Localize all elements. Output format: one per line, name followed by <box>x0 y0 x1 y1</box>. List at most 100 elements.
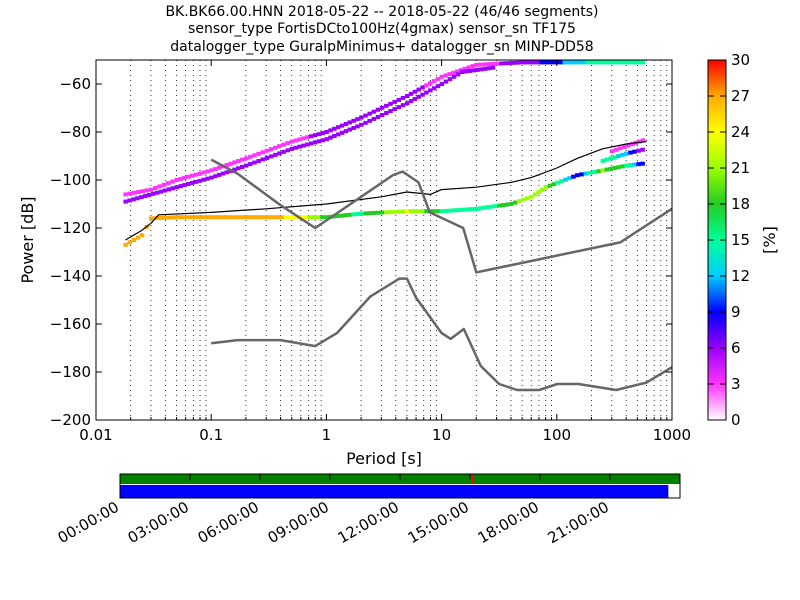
density-cell <box>248 162 253 167</box>
density-cell <box>320 131 326 136</box>
density-cell <box>209 215 214 220</box>
density-cell <box>424 90 429 95</box>
density-cell <box>170 215 175 220</box>
density-cell <box>384 111 389 116</box>
density-cell <box>232 215 238 220</box>
density-cell <box>216 172 222 177</box>
density-cell <box>508 202 514 206</box>
density-cell <box>592 170 597 174</box>
density-cell <box>236 159 241 164</box>
density-cell <box>550 60 556 65</box>
density-cell <box>307 215 312 220</box>
density-cell <box>577 60 583 65</box>
density-cell <box>308 134 314 139</box>
density-cell <box>562 60 568 65</box>
density-cell <box>375 114 381 119</box>
density-cell <box>540 187 545 192</box>
density-cell <box>531 60 537 65</box>
density-cell <box>431 79 437 84</box>
density-cell <box>324 215 329 220</box>
density-cell <box>486 62 492 67</box>
density-cell <box>571 174 576 179</box>
density-cell <box>135 235 141 240</box>
density-cell <box>624 151 629 156</box>
density-cell <box>412 96 418 101</box>
density-cell <box>379 105 385 110</box>
coverage-timeline: 00:00:00 03:00:00 06:00:00 09:00:00 12:00:00… <box>55 473 681 547</box>
density-cell <box>400 209 406 214</box>
density-cell <box>335 214 341 218</box>
density-cell <box>640 161 645 166</box>
density-cell <box>252 153 257 158</box>
density-cell <box>547 60 552 65</box>
density-cell <box>359 211 364 216</box>
density-cell <box>232 167 237 172</box>
density-cell <box>264 155 270 160</box>
density-cell <box>248 215 253 220</box>
density-cell <box>359 115 364 120</box>
density-cell <box>379 112 385 117</box>
density-cell <box>347 127 353 132</box>
density-cell <box>189 173 195 178</box>
density-cell <box>412 89 418 94</box>
density-cell <box>224 215 230 220</box>
x-tick-label: 1000 <box>653 426 691 444</box>
density-cell <box>616 60 622 65</box>
plot-background <box>96 60 672 420</box>
density-cell <box>521 197 526 202</box>
density-cell <box>240 157 245 162</box>
density-cell <box>335 125 341 130</box>
density-cell <box>339 213 345 218</box>
density-cell <box>182 183 187 188</box>
density-cell <box>213 167 218 172</box>
density-cell <box>517 199 522 204</box>
density-cell <box>123 192 128 197</box>
colorbar-ticks: 0 3 6 9 12 15 18 21 24 27 30 <box>708 51 750 429</box>
density-cell <box>256 151 261 156</box>
timeline-tick-label: 09:00:00 <box>265 498 332 547</box>
density-cell <box>613 60 618 65</box>
density-cell <box>332 126 337 131</box>
density-cell <box>324 130 329 134</box>
x-tick-label: 1 <box>322 426 332 444</box>
density-cell <box>466 207 472 212</box>
density-cell <box>459 70 465 74</box>
density-cell <box>148 187 154 192</box>
density-cell <box>600 168 606 173</box>
density-cell <box>579 172 584 177</box>
density-cell <box>503 61 508 66</box>
density-cell <box>355 124 360 129</box>
x-tick-label: 0.01 <box>79 426 112 444</box>
density-cell <box>375 210 381 215</box>
density-cell <box>127 198 132 203</box>
density-cell <box>264 148 270 153</box>
density-cell <box>193 215 199 220</box>
density-cell <box>458 207 464 212</box>
colorbar-label: [%] <box>760 226 779 254</box>
density-cell <box>182 215 187 220</box>
density-cell <box>220 215 226 220</box>
density-cell <box>209 175 214 180</box>
density-cell <box>443 208 448 213</box>
density-cell <box>596 169 601 174</box>
density-cell <box>277 144 282 149</box>
density-cell <box>597 60 602 65</box>
density-cell <box>612 166 617 170</box>
density-cell <box>328 128 333 133</box>
density-cell <box>150 191 156 196</box>
density-cell <box>264 215 269 220</box>
density-cell <box>186 182 191 186</box>
density-cell <box>281 142 286 147</box>
density-cell <box>189 180 195 185</box>
density-cell <box>320 215 325 220</box>
grid-lines <box>130 60 668 420</box>
density-cell <box>205 169 210 174</box>
psd-plot-area: 0.01 0.1 1 10 100 1000 −60 −80 −100 −120 −140 −160… <box>18 59 691 468</box>
density-cell <box>558 60 564 65</box>
density-cell <box>285 148 291 153</box>
density-cell <box>213 174 218 179</box>
density-cell <box>174 215 180 220</box>
density-cell <box>620 152 625 157</box>
density-cell <box>166 215 171 220</box>
density-cell <box>520 60 525 65</box>
